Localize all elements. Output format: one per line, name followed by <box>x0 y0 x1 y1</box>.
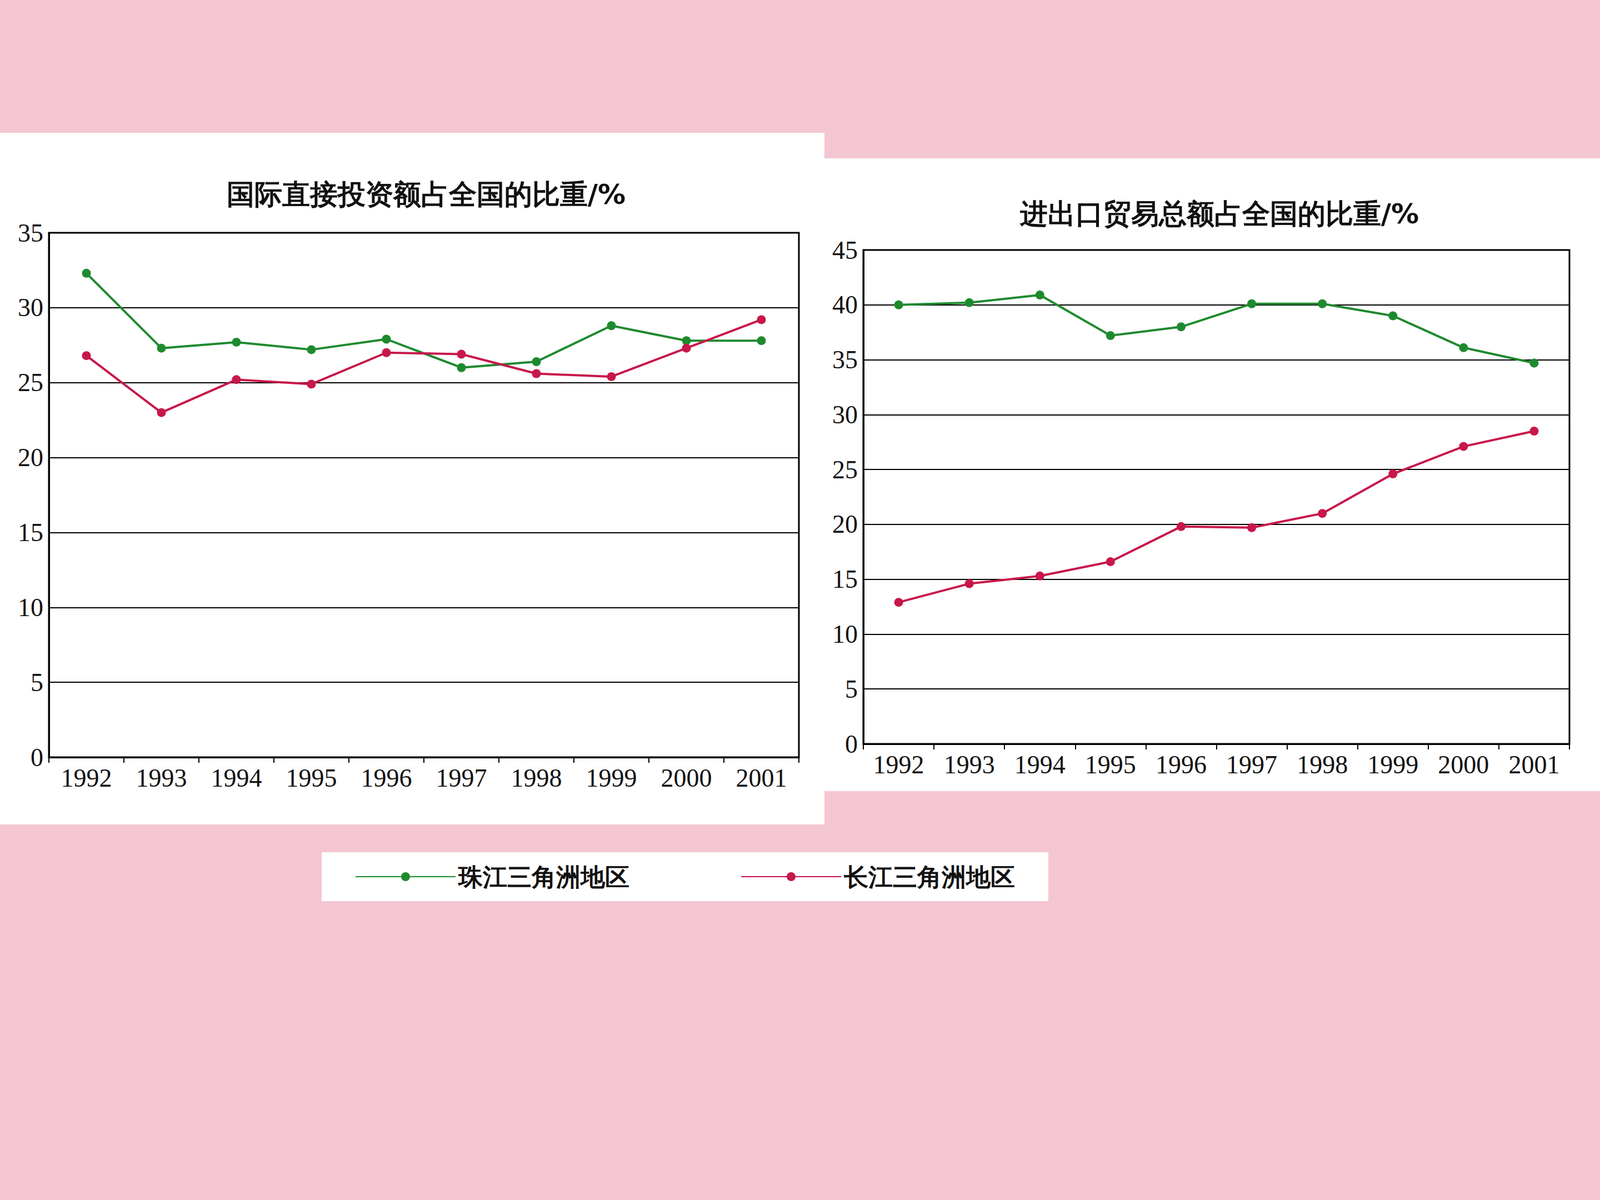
svg-text:1997: 1997 <box>1226 750 1278 779</box>
svg-text:1998: 1998 <box>1296 750 1348 779</box>
svg-text:国际直接投资额占全国的比重/%: 国际直接投资额占全国的比重/% <box>226 178 626 211</box>
svg-text:30: 30 <box>17 293 44 322</box>
svg-text:1992: 1992 <box>873 750 925 779</box>
svg-text:长江三角洲地区: 长江三角洲地区 <box>843 862 1015 892</box>
svg-text:1995: 1995 <box>1085 750 1137 779</box>
svg-text:20: 20 <box>17 443 44 472</box>
svg-text:珠江三角洲地区: 珠江三角洲地区 <box>457 862 630 892</box>
svg-text:2000: 2000 <box>661 763 713 793</box>
svg-text:30: 30 <box>832 400 858 429</box>
svg-text:5: 5 <box>845 675 858 704</box>
svg-text:25: 25 <box>17 368 44 397</box>
svg-text:1999: 1999 <box>1367 750 1419 779</box>
svg-text:15: 15 <box>832 565 858 594</box>
svg-text:20: 20 <box>832 510 858 539</box>
svg-text:进出口贸易总额占全国的比重/%: 进出口贸易总额占全国的比重/% <box>1019 197 1419 230</box>
svg-text:1998: 1998 <box>511 763 563 793</box>
svg-text:10: 10 <box>832 620 858 649</box>
svg-text:10: 10 <box>17 593 44 622</box>
svg-text:1997: 1997 <box>436 763 488 793</box>
svg-text:0: 0 <box>30 743 44 772</box>
svg-text:1993: 1993 <box>136 763 188 793</box>
svg-text:1996: 1996 <box>361 763 413 793</box>
svg-text:1999: 1999 <box>586 763 638 793</box>
svg-text:35: 35 <box>832 345 858 374</box>
svg-text:2000: 2000 <box>1437 750 1489 779</box>
svg-text:1994: 1994 <box>211 763 263 793</box>
svg-text:40: 40 <box>832 290 858 319</box>
svg-text:0: 0 <box>845 730 858 759</box>
svg-text:15: 15 <box>17 518 44 547</box>
svg-text:2001: 2001 <box>736 763 788 793</box>
svg-text:1994: 1994 <box>1014 750 1066 779</box>
svg-text:35: 35 <box>17 218 44 248</box>
svg-text:5: 5 <box>30 668 44 697</box>
svg-text:2001: 2001 <box>1508 750 1560 779</box>
svg-text:45: 45 <box>832 236 858 265</box>
svg-text:1995: 1995 <box>286 763 338 793</box>
svg-text:25: 25 <box>832 455 858 484</box>
svg-text:1996: 1996 <box>1155 750 1207 779</box>
svg-text:1993: 1993 <box>943 750 995 779</box>
svg-text:1992: 1992 <box>61 763 113 793</box>
